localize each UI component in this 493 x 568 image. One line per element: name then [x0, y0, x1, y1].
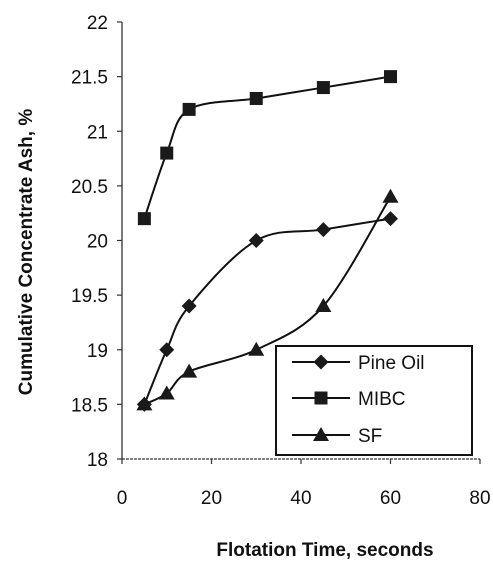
legend-label-pine-oil: Pine Oil [358, 353, 425, 374]
data-point-pine-oil [248, 233, 264, 248]
legend-item-pine-oil: Pine Oil [292, 353, 425, 374]
series-layer [136, 70, 399, 412]
y-axis-title: Cumulative Concentrate Ash, % [16, 109, 37, 396]
legend-marker-pine-oil [313, 354, 329, 370]
data-point-mibc [137, 212, 151, 226]
data-point-sf [158, 385, 175, 400]
data-point-sf [136, 396, 153, 411]
legend-label-mibc: MIBC [358, 389, 406, 410]
y-tick-label: 18 [87, 450, 108, 471]
data-point-sf [315, 298, 332, 313]
y-tick-label: 19.5 [71, 286, 108, 307]
legend-item-sf: SF [292, 426, 382, 447]
legend-box [275, 345, 473, 456]
data-point-mibc [160, 146, 174, 160]
tick-labels: 18 18.5 19 19.5 20 20.5 21 21.5 22 0 20 40 60 80 [71, 13, 491, 509]
data-point-sf [382, 188, 399, 203]
series-line-mibc [143, 75, 391, 219]
x-tick-label: 0 [117, 488, 128, 509]
data-point-mibc [249, 91, 263, 105]
legend-marker-mibc [314, 391, 328, 405]
x-tick-label: 80 [469, 488, 490, 509]
data-point-mibc [384, 70, 397, 84]
y-tick-label: 20 [87, 232, 108, 253]
x-tick-label: 20 [201, 488, 222, 509]
legend-marker-sf [313, 427, 329, 441]
data-point-pine-oil [315, 222, 331, 238]
legend-item-mibc: MIBC [292, 389, 406, 410]
y-tick-label: 18.5 [71, 395, 108, 416]
axes [117, 21, 481, 464]
data-point-mibc [316, 81, 330, 95]
y-tick-label: 22 [87, 13, 108, 34]
y-tick-label: 21.5 [71, 68, 108, 89]
y-tick-label: 19 [87, 341, 108, 362]
x-axis-title: Flotation Time, seconds [216, 540, 433, 561]
data-point-pine-oil [383, 211, 398, 227]
data-point-pine-oil [159, 342, 175, 358]
y-tick-label: 20.5 [71, 177, 108, 198]
x-tick-label: 40 [290, 488, 311, 509]
x-tick-label: 60 [380, 488, 401, 509]
data-point-pine-oil [181, 298, 197, 314]
data-point-mibc [182, 102, 196, 116]
data-point-sf [248, 341, 265, 356]
legend-label-sf: SF [358, 426, 382, 447]
y-tick-label: 21 [87, 122, 108, 143]
series-mibc [137, 70, 397, 226]
legend: Pine Oil MIBC SF [275, 345, 473, 456]
series-sf [136, 188, 399, 411]
data-point-sf [181, 363, 198, 378]
